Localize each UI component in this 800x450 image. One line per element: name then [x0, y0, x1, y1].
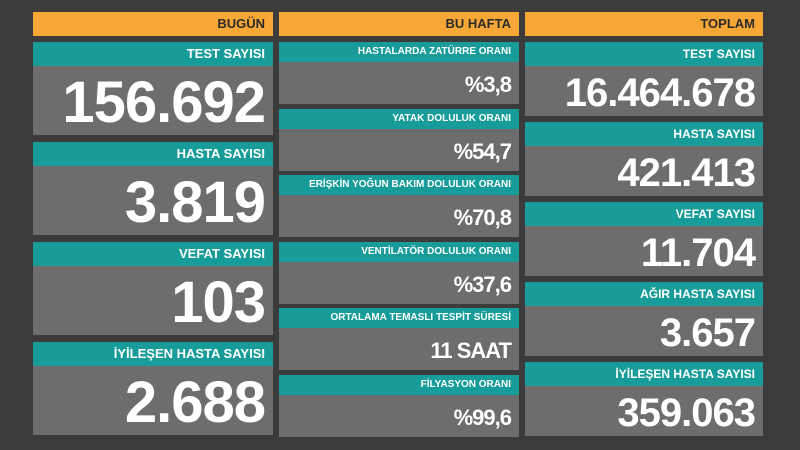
card-value: 16.464.678: [525, 66, 763, 116]
card-value: %70,8: [279, 195, 519, 238]
card-value: 359.063: [525, 386, 763, 436]
card-label: YATAK DOLULUK ORANI: [279, 108, 519, 129]
card-label: HASTA SAYISI: [525, 122, 763, 146]
column-header: TOPLAM: [525, 12, 763, 36]
card-label: VENTİLATÖR DOLULUK ORANI: [279, 241, 519, 262]
card-label: TEST SAYISI: [33, 42, 273, 66]
card-value: %54,7: [279, 128, 519, 171]
card-label: TEST SAYISI: [525, 42, 763, 66]
card-value: 3.657: [525, 306, 763, 356]
column-header: BUGÜN: [33, 12, 273, 36]
card-label: HASTA SAYISI: [33, 142, 273, 166]
card-value: 421.413: [525, 146, 763, 196]
card-value: 3.819: [33, 166, 273, 235]
card-label: ERİŞKİN YOĞUN BAKIM DOLULUK ORANI: [279, 175, 519, 196]
card-value: 156.692: [33, 66, 273, 135]
card-value: 103: [33, 266, 273, 335]
card-value: 11 SAAT: [279, 328, 519, 371]
card-value: %37,6: [279, 261, 519, 304]
column-header: BU HAFTA: [279, 12, 519, 36]
card-label: VEFAT SAYISI: [33, 242, 273, 266]
card-label: HASTALARDA ZATÜRRE ORANI: [279, 42, 519, 62]
card-label: İYİLEŞEN HASTA SAYISI: [525, 362, 763, 386]
card-value: 2.688: [33, 366, 273, 435]
card-value: 11.704: [525, 226, 763, 276]
card-label: VEFAT SAYISI: [525, 202, 763, 226]
card-label: İYİLEŞEN HASTA SAYISI: [33, 342, 273, 366]
card-label: ORTALAMA TEMASLI TESPİT SÜRESİ: [279, 308, 519, 329]
card-value: %99,6: [279, 395, 519, 437]
card-value: %3,8: [279, 62, 519, 104]
card-label: AĞIR HASTA SAYISI: [525, 282, 763, 306]
card-label: FİLYASYON ORANI: [279, 375, 519, 395]
